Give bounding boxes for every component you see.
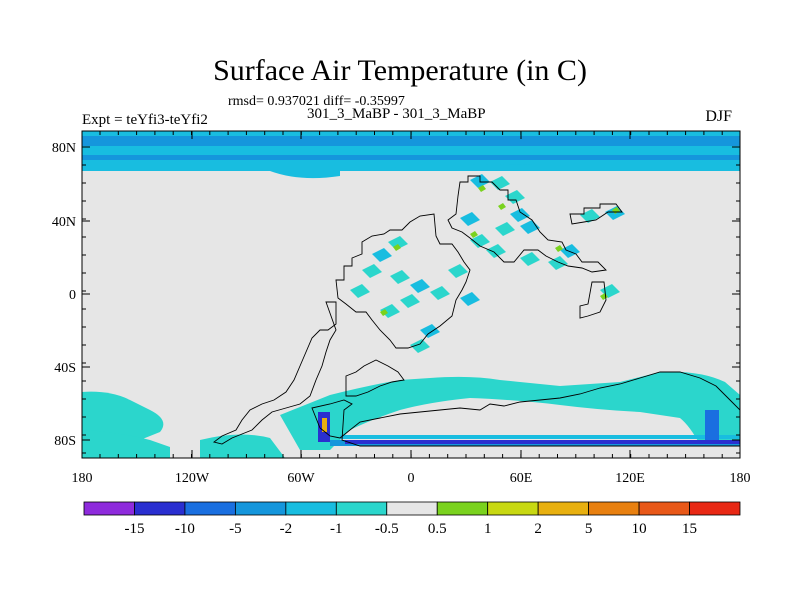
- southern-ocean-patch: [200, 434, 285, 458]
- map-axes: 80N 40N 0 40S 80S 180 120W 60W 0 60E 120E 180: [52, 130, 751, 486]
- land-temperature-patch: [470, 234, 490, 248]
- southern-ocean-patch: [280, 371, 740, 450]
- colorbar-label: -10: [175, 521, 195, 537]
- land-temperature-patch: [460, 212, 480, 226]
- colorbar-swatch: [134, 501, 186, 516]
- lon-label: 120W: [175, 471, 210, 486]
- colorbar-swatch: [436, 501, 489, 516]
- colorbar-swatch: [537, 501, 590, 516]
- land-temperature-patch: [490, 176, 510, 190]
- arctic-band-edge: [82, 164, 740, 179]
- continent-outline: [212, 301, 337, 445]
- lon-label: 60E: [510, 471, 533, 486]
- colorbar-label: -2: [280, 521, 293, 537]
- lat-label: 0: [69, 288, 76, 303]
- warm-spot: [322, 418, 327, 432]
- colorbar-swatch: [386, 501, 438, 516]
- colorbar-label: 0.5: [428, 521, 447, 537]
- colorbar-label: 5: [585, 521, 593, 537]
- arctic-band-strong: [82, 136, 740, 146]
- land-temperature-patch: [410, 339, 430, 353]
- colorbar-swatch: [285, 501, 337, 516]
- land-temperature-patch: [495, 222, 515, 236]
- colorbar-swatch: [234, 501, 287, 516]
- warm-patch: [555, 245, 563, 252]
- colorbar-label: 15: [682, 521, 697, 537]
- land-temperature-patch: [390, 270, 410, 284]
- warm-patch: [498, 203, 506, 210]
- continent-outline: [447, 175, 607, 273]
- southern-ocean-patch: [82, 391, 164, 443]
- colorbar-label: 2: [534, 521, 542, 537]
- map-field: [82, 131, 741, 458]
- arctic-band-strong: [82, 155, 740, 160]
- colorbar-label: -15: [124, 521, 144, 537]
- statistics-subtitle: rmsd= 0.937021 diff= -0.35997: [228, 94, 405, 109]
- experiment-label: Expt = teYfi3-teYfi2: [82, 112, 208, 128]
- land-temperature-patch: [510, 208, 530, 222]
- colorbar-label: -5: [229, 521, 242, 537]
- warm-patch: [600, 293, 608, 300]
- warm-patch: [393, 244, 401, 251]
- land-temperature-patch: [400, 294, 420, 308]
- colorbar-swatch: [588, 501, 640, 516]
- southern-ocean-patch: [82, 430, 170, 458]
- land-temperature-patch: [362, 264, 382, 278]
- colorbar-swatch: [638, 501, 690, 516]
- continent-outline: [579, 281, 607, 319]
- comparison-label: 301_3_MaBP - 301_3_MaBP: [307, 106, 486, 122]
- antarctic-deep-spot: [705, 410, 719, 440]
- land-temperature-patch: [505, 190, 525, 204]
- warm-patch: [478, 185, 486, 192]
- colorbar: -15 -10 -5 -2 -1 -0.5 0.5 1 2 5 10 15: [83, 501, 741, 537]
- lat-label: 80N: [52, 141, 76, 156]
- land-temperature-patch: [350, 284, 370, 298]
- continent-outline: [335, 213, 471, 349]
- land-temperature-patch: [430, 286, 450, 300]
- land-temperature-patch: [448, 264, 468, 278]
- colorbar-label: 1: [484, 521, 492, 537]
- colorbar-label: -1: [330, 521, 343, 537]
- colorbar-swatch: [487, 501, 539, 516]
- lat-label: 80S: [54, 434, 76, 449]
- land-temperature-patch: [420, 324, 440, 338]
- continent-outline: [569, 203, 623, 225]
- warm-patch: [380, 309, 388, 316]
- antarctic-deep-band: [345, 440, 740, 444]
- season-label: DJF: [705, 108, 732, 125]
- lon-label: 60W: [287, 471, 315, 486]
- land-temperature-patch: [410, 279, 430, 293]
- colorbar-swatch: [689, 501, 741, 516]
- lat-label: 40S: [54, 361, 76, 376]
- lon-label: 180: [730, 471, 751, 486]
- antarctic-coast-band: [340, 435, 740, 439]
- warm-patch: [470, 231, 478, 238]
- land-temperature-patch: [486, 244, 506, 258]
- land-temperature-patch: [372, 248, 392, 262]
- land-temperature-patch: [460, 292, 480, 306]
- continent-outline: [311, 371, 741, 447]
- colorbar-swatch: [184, 501, 236, 516]
- lon-label: 180: [72, 471, 93, 486]
- colorbar-label: -0.5: [375, 521, 399, 537]
- colorbar-swatch: [83, 501, 135, 516]
- land-temperature-patch: [580, 209, 600, 223]
- land-temperature-patch: [520, 220, 540, 234]
- land-temperature-patch: [520, 252, 540, 266]
- colorbar-swatch: [335, 501, 388, 516]
- land-temperature-patch: [388, 236, 408, 250]
- map-title: Surface Air Temperature (in C): [213, 54, 587, 87]
- lat-label: 40N: [52, 215, 76, 230]
- lon-label: 0: [408, 471, 415, 486]
- lon-label: 120E: [615, 471, 645, 486]
- continent-outline: [345, 359, 405, 397]
- colorbar-label: 10: [632, 521, 647, 537]
